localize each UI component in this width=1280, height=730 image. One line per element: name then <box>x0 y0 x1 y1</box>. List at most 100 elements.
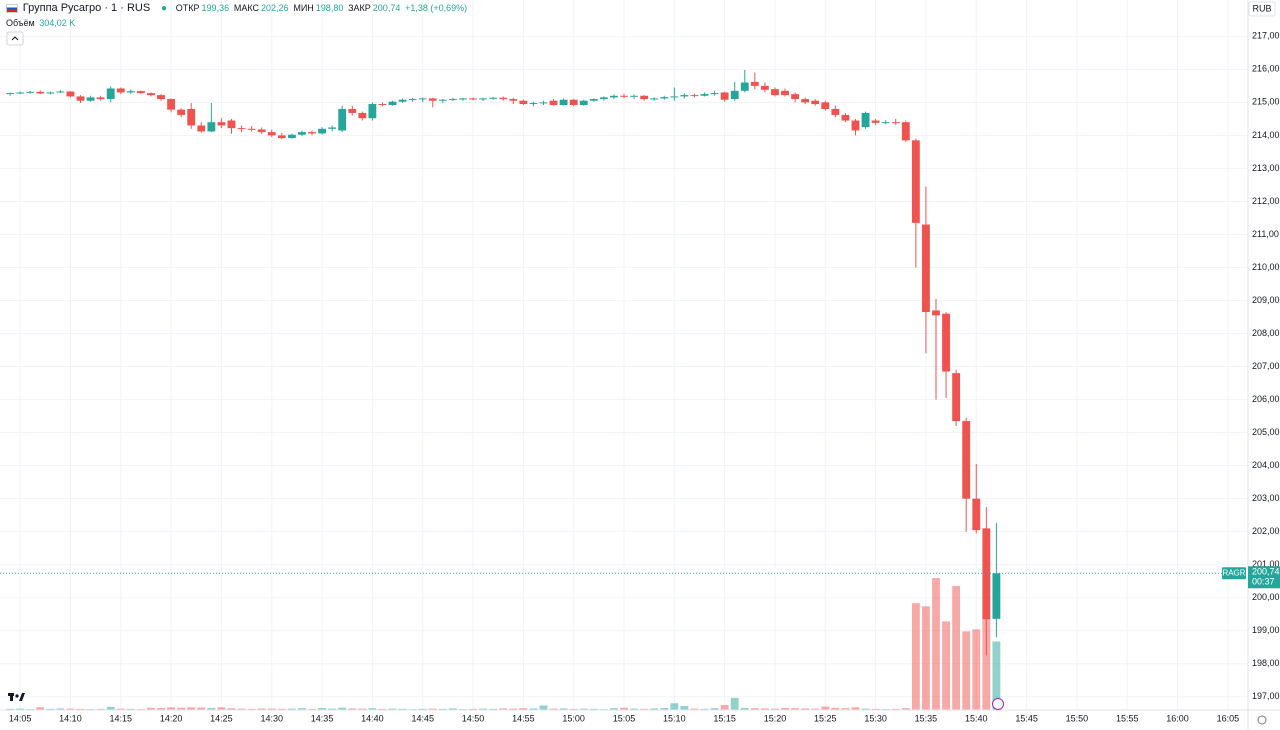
x-tick-label: 16:00 <box>1166 713 1189 723</box>
volume-bar <box>338 707 347 710</box>
legend-key: МАКС <box>233 3 260 13</box>
candle-body <box>489 97 498 99</box>
volume-bar <box>660 707 669 710</box>
candle-body <box>116 88 125 93</box>
candle-body <box>630 95 638 97</box>
collapse-button[interactable] <box>6 31 24 46</box>
x-tick-label: 14:05 <box>9 713 32 723</box>
y-tick-label: 212,00 <box>1252 196 1280 206</box>
volume-bar <box>348 708 357 710</box>
volume-bar <box>287 708 296 710</box>
volume-bar <box>418 708 427 710</box>
candle-body <box>418 98 427 100</box>
candle-body <box>942 313 950 372</box>
candle-body <box>438 99 447 101</box>
candle-body <box>358 112 367 119</box>
volume-value: 304,02 K <box>39 18 76 28</box>
candle-body <box>710 93 719 95</box>
volume-bar <box>398 708 407 710</box>
candle-body <box>791 94 800 100</box>
candle-body <box>298 132 306 135</box>
legend-key: МИН <box>293 3 314 13</box>
candle-body <box>428 98 437 101</box>
volume-bar <box>147 707 155 710</box>
volume-bar <box>529 708 538 710</box>
candle-body <box>187 108 196 126</box>
candle-body <box>881 122 890 124</box>
volume-bar <box>36 707 45 710</box>
settings-icon[interactable] <box>1257 715 1267 725</box>
x-tick-label: 15:50 <box>1066 713 1089 723</box>
volume-bar <box>579 708 588 710</box>
volume-bar <box>378 708 387 710</box>
volume-bar <box>519 708 528 710</box>
volume-bar <box>831 707 840 710</box>
candle-body <box>861 112 870 128</box>
symbol-label: RAGR <box>1222 568 1245 577</box>
candle-body <box>509 99 518 101</box>
last-price-label: 200,74 <box>1252 567 1280 577</box>
currency: RUB <box>1252 3 1271 13</box>
y-tick-label: 211,00 <box>1252 229 1279 239</box>
candle-body <box>851 120 860 131</box>
volume-bar <box>126 708 135 710</box>
currency-button[interactable] <box>1248 1 1276 17</box>
candle-body <box>217 122 226 126</box>
candle-body <box>177 109 186 115</box>
candle-body <box>992 573 1001 619</box>
volume-bar <box>96 708 105 710</box>
x-tick-label: 14:45 <box>411 713 434 723</box>
logo <box>8 693 25 701</box>
collapse-icon <box>11 36 19 41</box>
volume-bar <box>187 707 196 710</box>
candle-body <box>469 98 477 100</box>
volume-bar <box>106 706 115 710</box>
volume-bar <box>982 618 991 710</box>
candle-body <box>982 528 991 620</box>
candle-body <box>287 134 296 139</box>
price-badge <box>1248 566 1280 589</box>
candle-body <box>106 88 115 100</box>
volume-bar <box>871 708 880 710</box>
x-tick-label: 14:25 <box>210 713 233 723</box>
x-tick-label: 14:20 <box>160 713 183 723</box>
candle-body <box>620 95 628 97</box>
volume-bar <box>277 708 286 710</box>
event-icon[interactable] <box>992 698 1004 710</box>
x-tick-label: 16:05 <box>1217 713 1240 723</box>
candle-body <box>459 98 467 100</box>
volume-bar <box>750 708 759 710</box>
candle-body <box>750 81 759 86</box>
candle-body <box>952 373 961 422</box>
candle-body <box>16 92 25 94</box>
volume-bar <box>197 707 206 710</box>
volume-bar <box>76 708 85 710</box>
volume-bar <box>217 707 226 710</box>
volume-bar <box>16 708 25 710</box>
volume-bar <box>388 708 397 710</box>
candle-body <box>579 100 588 106</box>
candle-body <box>448 99 457 101</box>
volume-bar <box>469 708 477 710</box>
x-tick-label: 15:20 <box>764 713 787 723</box>
x-tick-label: 14:35 <box>311 713 334 723</box>
volume-bar <box>811 708 820 710</box>
y-tick-label: 215,00 <box>1252 97 1280 107</box>
x-tick-label: 14:15 <box>110 713 133 723</box>
candle-body <box>328 127 337 129</box>
candle-body <box>730 90 739 100</box>
candle-body <box>700 94 709 96</box>
candle-body <box>257 129 266 133</box>
y-tick-label: 204,00 <box>1252 460 1280 470</box>
candle-body <box>599 97 608 100</box>
y-tick-label: 208,00 <box>1252 328 1280 338</box>
candle-body <box>147 93 155 96</box>
volume-bar <box>167 707 176 710</box>
volume-bar <box>861 708 870 710</box>
volume-bar <box>680 705 689 710</box>
countdown: 00:37 <box>1252 577 1275 587</box>
volume-bar <box>318 707 326 710</box>
legend: Группа Русагро · 1 · RUS ● ОТКР 199,36 МА… <box>6 2 469 28</box>
candle-body <box>640 95 649 100</box>
volume-bar <box>630 708 638 710</box>
